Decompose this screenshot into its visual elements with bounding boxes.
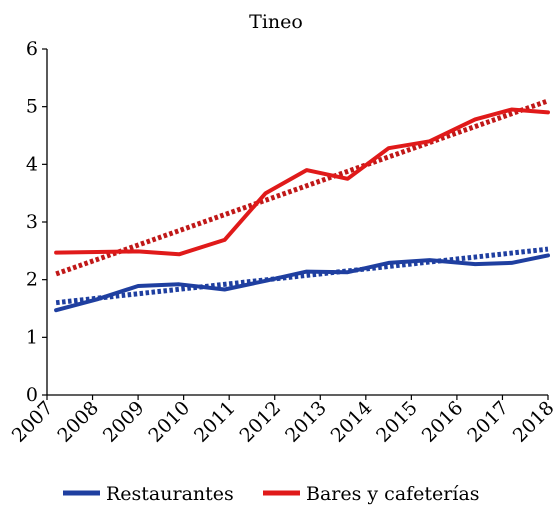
legend: Restaurantes Bares y cafeterías [63,483,480,505]
plot-area [54,98,550,313]
x-tick-label: 2014 [327,397,377,447]
trendline-restaurantes [55,246,549,306]
x-tick-label: 2012 [236,397,286,447]
y-tick-label: 2 [26,269,38,291]
series-line-bares [54,107,550,257]
x-tick-label: 2010 [144,397,194,447]
y-tick-label: 4 [26,153,38,175]
series-line-restaurantes [54,253,550,313]
x-tick-label: 2017 [463,397,513,447]
legend-label-restaurantes: Restaurantes [106,483,234,505]
axes: 0123456200720082009201020112012201320142… [8,38,559,447]
y-tick-label: 0 [26,384,38,406]
x-tick-label: 2015 [372,397,422,447]
trendline-bares [55,98,549,277]
y-tick-label: 6 [26,38,38,60]
x-tick-label: 2008 [53,397,103,447]
x-tick-label: 2013 [281,397,331,447]
x-tick-label: 2016 [418,397,468,447]
x-tick-label: 2009 [99,397,149,447]
chart-title: Tineo [249,11,303,33]
y-tick-label: 5 [26,96,38,118]
x-tick-label: 2011 [190,397,240,447]
y-tick-label: 3 [26,211,38,233]
y-tick-label: 1 [26,326,38,348]
legend-label-bares: Bares y cafeterías [306,483,480,505]
x-tick-label: 2018 [509,397,559,447]
